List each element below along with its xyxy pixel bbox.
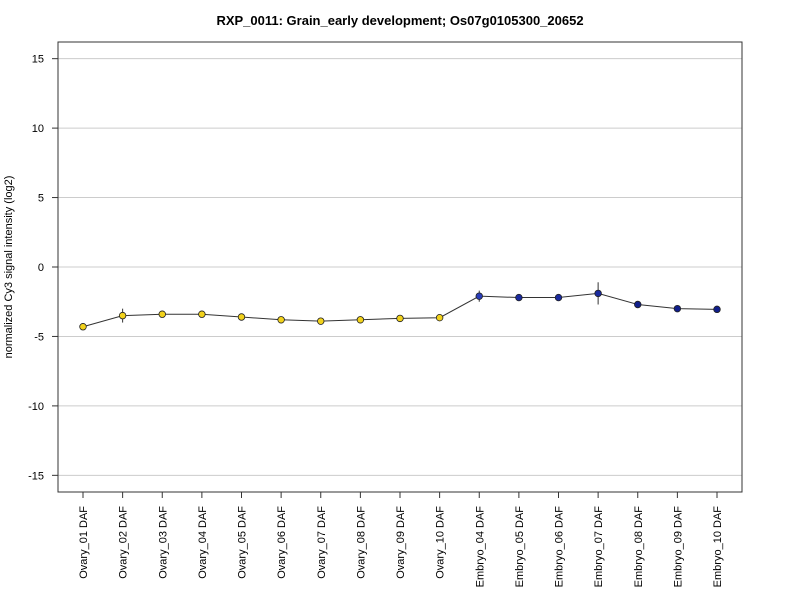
data-point xyxy=(515,293,523,302)
x-tick-label: Embryo_10 DAF xyxy=(712,506,724,588)
data-point xyxy=(435,313,444,322)
y-tick-label: 10 xyxy=(32,123,44,135)
data-point xyxy=(118,311,127,320)
data-point xyxy=(237,313,246,321)
x-tick-label: Ovary_06 DAF xyxy=(276,506,288,579)
y-tick-label: 15 xyxy=(32,54,44,66)
data-point xyxy=(277,316,285,324)
data-point xyxy=(594,289,602,298)
data-point xyxy=(396,314,404,323)
x-tick-label: Ovary_09 DAF xyxy=(395,506,407,579)
x-tick-label: Embryo_05 DAF xyxy=(514,506,526,588)
x-tick-label: Embryo_09 DAF xyxy=(672,506,684,588)
x-tick-label: Ovary_03 DAF xyxy=(157,506,169,579)
y-tick-label: -10 xyxy=(28,401,44,413)
chart-title: RXP_0011: Grain_early development; Os07g… xyxy=(216,13,584,28)
data-points xyxy=(79,289,721,331)
y-tick-label: -5 xyxy=(34,331,44,343)
y-axis: -15 -10 -5 0 5 10 15 xyxy=(28,54,58,482)
grid-lines xyxy=(58,58,742,476)
data-point xyxy=(198,310,206,318)
x-tick-label: Ovary_10 DAF xyxy=(435,506,447,579)
data-point xyxy=(356,316,365,324)
x-tick-label: Ovary_01 DAF xyxy=(78,506,90,579)
y-tick-label: 5 xyxy=(38,193,44,205)
x-tick-label: Ovary_02 DAF xyxy=(118,506,130,579)
data-point xyxy=(158,310,166,318)
error-bars xyxy=(82,282,718,331)
data-point xyxy=(317,317,325,325)
x-tick-label: Ovary_04 DAF xyxy=(197,506,209,579)
data-point xyxy=(475,292,483,300)
data-point xyxy=(79,323,87,331)
data-point xyxy=(713,305,721,314)
y-tick-label: -15 xyxy=(28,470,44,482)
data-point xyxy=(673,304,682,313)
y-tick-label: 0 xyxy=(38,262,44,274)
data-point xyxy=(634,300,642,309)
x-tick-label: Ovary_08 DAF xyxy=(355,506,367,579)
y-axis-label: normalized Cy3 signal intensity (log2) xyxy=(3,176,15,359)
x-tick-label: Ovary_07 DAF xyxy=(316,506,328,579)
x-tick-label: Embryo_07 DAF xyxy=(593,506,605,588)
x-tick-label: Embryo_04 DAF xyxy=(474,506,486,588)
data-point xyxy=(554,293,563,302)
x-tick-label: Embryo_08 DAF xyxy=(633,506,645,588)
x-tick-label: Ovary_05 DAF xyxy=(237,506,249,579)
x-tick-label: Embryo_06 DAF xyxy=(554,506,566,588)
x-axis: Ovary_01 DAF Ovary_02 DAF Ovary_03 DAF Ovar… xyxy=(78,492,724,587)
